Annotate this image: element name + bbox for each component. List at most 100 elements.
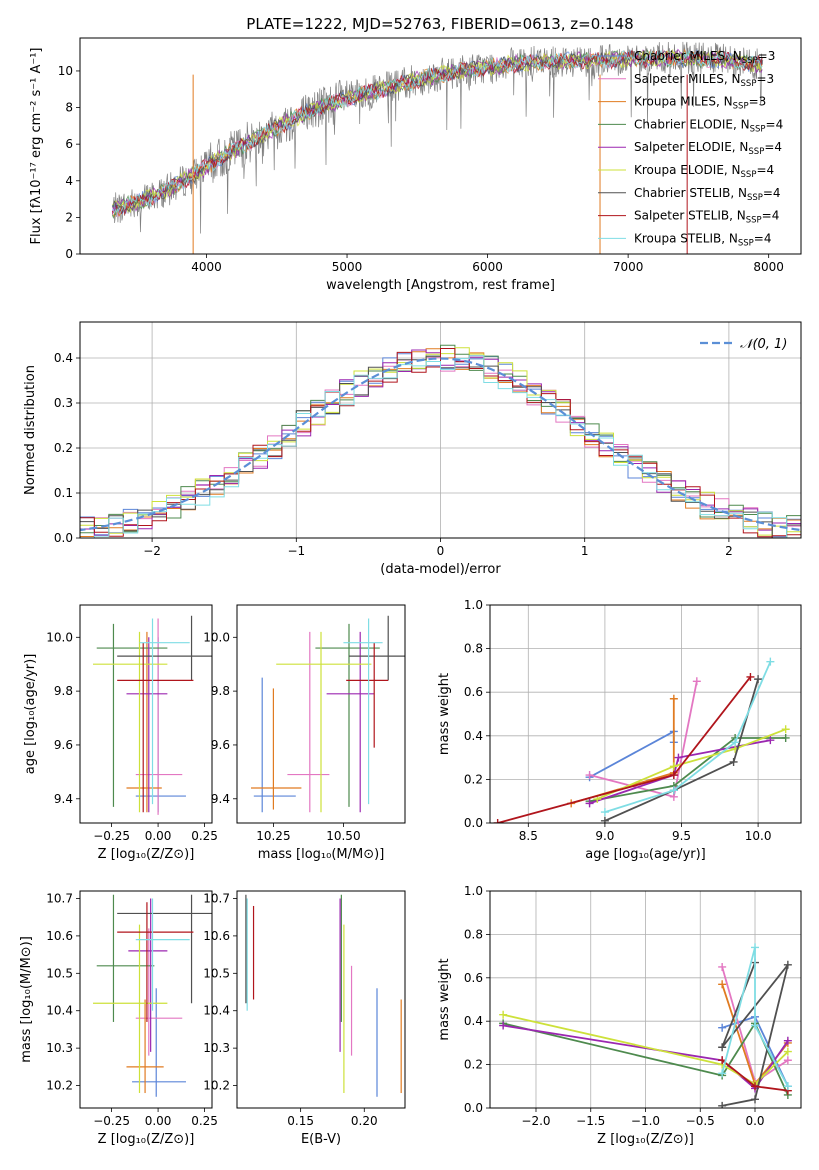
x-tick-label: 0.20 xyxy=(351,1114,378,1128)
weight-marker-chabrier_stelib xyxy=(718,1101,727,1108)
x-tick-label: 7000 xyxy=(613,260,644,274)
x-axis-label: age [log₁₀(age/yr)] xyxy=(585,847,706,862)
weight-marker-salpeter_stelib xyxy=(493,819,502,823)
axes-frame xyxy=(79,321,802,539)
spectrum-legend: Chabrier MILES, NSSP=3 Salpeter MILES, NS… xyxy=(598,49,783,248)
x-axis-label: E(B-V) xyxy=(301,1132,341,1147)
legend-entry-salpeter_stelib: Salpeter STELIB, NSSP=4 xyxy=(634,209,779,226)
legend-suffix: =3 xyxy=(758,49,776,63)
x-tick-label: 0.25 xyxy=(191,1114,218,1128)
y-tick-label: 10.2 xyxy=(46,1079,73,1093)
y-tick-label: 0.0 xyxy=(464,816,483,830)
weight-marker-chabrier_stelib xyxy=(600,816,609,823)
legend-entry-salpeter_elodie: Salpeter ELODIE, NSSP=4 xyxy=(634,140,782,157)
legend-subscript: SSP xyxy=(747,193,763,203)
y-tick-label: 10.0 xyxy=(46,630,73,644)
legend-suffix: =4 xyxy=(762,209,780,223)
legend-entry-kroupa_miles: Kroupa MILES, NSSP=3 xyxy=(634,95,766,112)
legend-entry-kroupa_elodie: Kroupa ELODIE, NSSP=4 xyxy=(634,163,774,180)
model-spectrum-kroupa_elodie xyxy=(112,48,763,213)
y-tick-label: 0 xyxy=(65,247,73,261)
x-axis-label: wavelength [Angstrom, rest frame] xyxy=(326,278,555,293)
x-tick-label: −0.5 xyxy=(686,1114,715,1128)
y-tick-label: 10.4 xyxy=(46,1004,73,1018)
mass-vs-ebv-panel: 0.15 0.20 10.2 10.3 10.4 10.5 10.6 10.7 E(B-V) xyxy=(203,890,406,1147)
y-axis-label: Normed distribution xyxy=(23,365,38,495)
y-tick-label: 10.7 xyxy=(203,891,230,905)
weight-line-kroupa_stelib xyxy=(604,661,772,813)
legend-entry-normal: 𝒩(0, 1) xyxy=(740,337,787,352)
y-tick-label: 0.2 xyxy=(54,441,73,455)
age-vs-mass-panel: 10.25 10.50 9.4 9.6 9.8 10.0 mass [log₁₀(M/M⊙)… xyxy=(203,604,406,862)
y-tick-label: 0.2 xyxy=(464,1058,483,1072)
legend-entry-chabrier_elodie: Chabrier ELODIE, NSSP=4 xyxy=(634,117,783,134)
x-tick-label: 4000 xyxy=(191,260,222,274)
x-tick-label: 0.00 xyxy=(145,1114,172,1128)
y-tick-label: 4 xyxy=(65,174,73,188)
x-axis-label: mass [log₁₀(M/M⊙)] xyxy=(258,847,385,862)
weight-marker-salpeter_elodie xyxy=(783,1036,792,1045)
axes-frame xyxy=(236,890,406,1109)
normal-distribution-curve xyxy=(80,357,801,532)
weight-marker-salpeter_miles xyxy=(585,771,594,780)
y-tick-label: 10.4 xyxy=(203,1004,230,1018)
x-tick-label: −1.0 xyxy=(631,1114,660,1128)
x-tick-label: 2 xyxy=(725,544,733,558)
y-tick-label: 0.0 xyxy=(54,531,73,545)
weight-marker-kroupa_stelib xyxy=(751,1021,760,1030)
y-tick-label: 0.4 xyxy=(54,351,73,365)
y-tick-label: 9.4 xyxy=(54,792,73,806)
weight-marker-salpeter_stelib xyxy=(746,672,755,681)
legend-subscript: SSP xyxy=(746,216,762,226)
error-bars xyxy=(251,615,405,813)
weight-line-salpeter_elodie xyxy=(589,739,771,805)
y-tick-label: 10.5 xyxy=(203,966,230,980)
legend-subscript: SSP xyxy=(741,79,757,89)
y-tick-label: 10 xyxy=(58,64,73,78)
y-tick-label: 0.3 xyxy=(54,396,73,410)
x-tick-label: 6000 xyxy=(472,260,503,274)
y-tick-label: 9.6 xyxy=(211,738,230,752)
y-tick-label: 0.1 xyxy=(54,486,73,500)
y-tick-label: 1.0 xyxy=(464,884,483,898)
weight-line-chabrier_miles xyxy=(589,729,675,778)
y-tick-label: 0.4 xyxy=(464,729,483,743)
x-tick-label: 1 xyxy=(581,544,589,558)
legend-subscript: SSP xyxy=(748,147,764,157)
y-tick-label: 9.8 xyxy=(211,684,230,698)
x-tick-label: 0.15 xyxy=(287,1114,314,1128)
histogram-steps xyxy=(80,344,801,538)
weight-marker-salpeter_elodie xyxy=(674,753,683,762)
x-tick-label: −2.0 xyxy=(521,1114,550,1128)
weight-marker-salpeter_miles xyxy=(718,962,727,971)
model-spectrum-salpeter_stelib xyxy=(112,49,763,216)
weight-line-kroupa_elodie xyxy=(596,728,787,800)
legend-suffix: =4 xyxy=(754,231,772,245)
legend-suffix: =4 xyxy=(764,140,782,154)
y-tick-label: 9.8 xyxy=(54,684,73,698)
y-tick-label: 0.2 xyxy=(464,772,483,786)
axes-frame xyxy=(489,604,802,824)
y-tick-label: 0.4 xyxy=(464,1014,483,1028)
y-tick-label: 10.3 xyxy=(203,1041,230,1055)
x-tick-label: 10.0 xyxy=(745,829,772,843)
residual-histogram-panel: −2 −1 0 1 2 0.0 0.1 0.2 0.3 0.4 (data-model)/error… xyxy=(23,321,802,577)
legend-subscript: SSP xyxy=(733,102,749,112)
weight-marker-chabrier_stelib xyxy=(783,960,792,969)
weight-marker-chabrier_stelib xyxy=(754,675,763,684)
legend-subscript: SSP xyxy=(742,56,758,66)
weight-marker-salpeter_elodie xyxy=(766,736,775,745)
y-tick-label: 9.4 xyxy=(211,792,230,806)
legend-suffix: =4 xyxy=(766,117,784,131)
x-tick-label: 5000 xyxy=(332,260,363,274)
x-tick-label: 0.25 xyxy=(191,829,218,843)
weight-marker-chabrier_elodie xyxy=(781,733,790,742)
weight-marker-kroupa_stelib xyxy=(751,943,760,952)
y-axis-label: mass weight xyxy=(437,673,452,755)
legend-entry-kroupa_stelib: Kroupa STELIB, NSSP=4 xyxy=(634,231,772,248)
weight-marker-kroupa_stelib xyxy=(766,657,775,666)
x-axis-label: Z [log₁₀(Z/Z⊙)] xyxy=(597,1132,694,1147)
y-tick-label: 1.0 xyxy=(464,598,483,612)
y-tick-label: 0.6 xyxy=(464,685,483,699)
